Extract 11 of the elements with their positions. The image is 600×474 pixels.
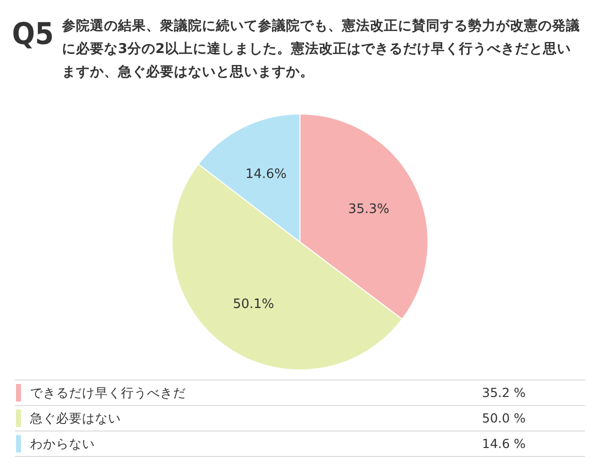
- text: 35.2 %: [482, 385, 526, 400]
- chart-subtitle: 参院選の結果、衆議院に続いて参議院でも、憲法改正に賛同する勢力が改憲の発議に必要な3分の2以上に達しました。憲法改正はできるだけ早く行うべきだと思いますか、急ぐ必要はないと思いますか。: [61, 17, 580, 80]
- data-label: 50.1%: [232, 297, 274, 312]
- text: 50.0 %: [482, 410, 526, 426]
- text: 14.6 %: [482, 436, 526, 451]
- legend-label: できるだけ早く行うべきだ: [30, 385, 186, 400]
- data-label: 14.6%: [245, 167, 287, 182]
- chart-title: Q5: [12, 17, 54, 52]
- data-label: 35.3%: [348, 202, 390, 217]
- legend-label: わからない: [30, 436, 95, 451]
- legend-label: 急ぐ必要はない: [29, 410, 121, 426]
